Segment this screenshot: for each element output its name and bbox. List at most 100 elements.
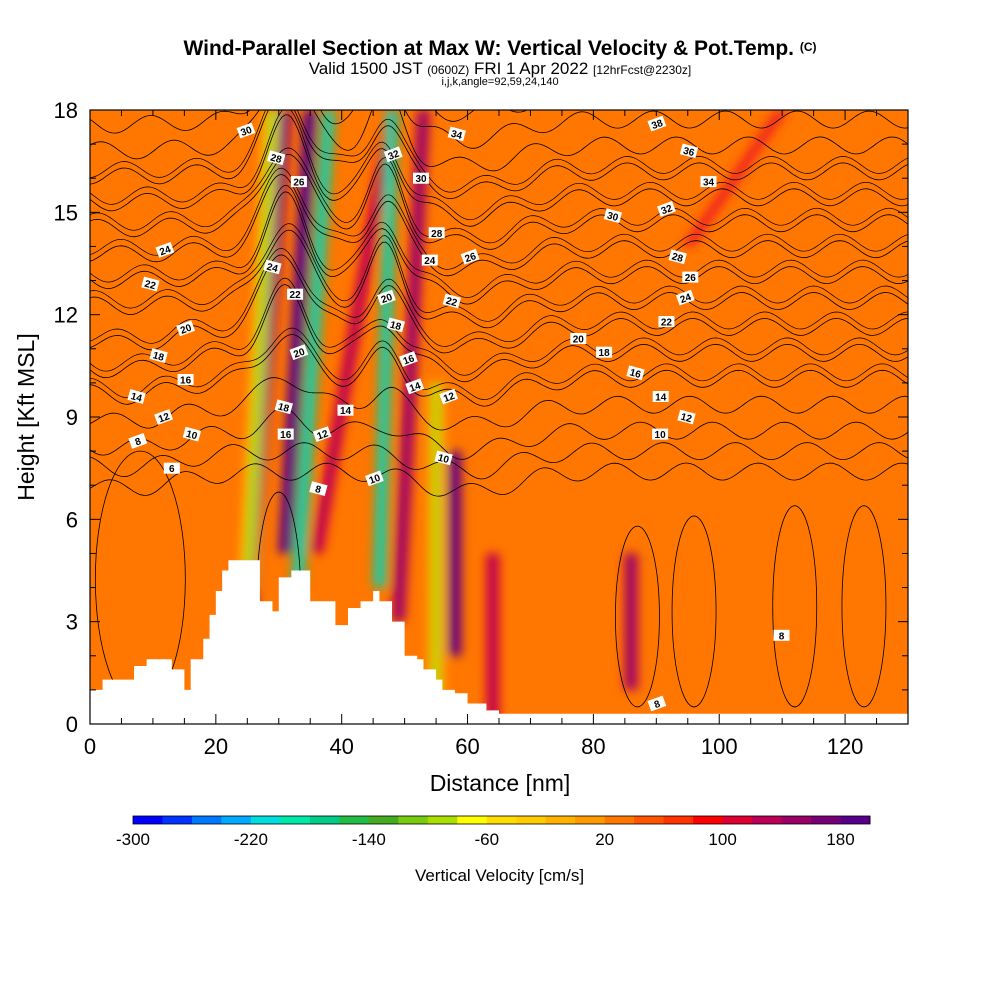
contour-label: 24 [675,289,695,306]
contour-label: 16 [277,428,294,441]
colorbar-swatch [486,816,517,824]
contour-label-bg [163,462,180,474]
theta-closed-5 [841,505,887,708]
colorbar-swatch [634,816,665,824]
contour-label-text: 28 [671,251,685,265]
theta-line-16-minor [90,277,908,376]
updraft-core-5 [490,553,496,724]
theta-line-10 [90,407,908,460]
y-tick-label: 3 [66,610,78,635]
y-axis-label: Height [Kft MSL] [13,333,39,500]
colorbar-swatch [339,816,370,824]
contour-label-text: 22 [661,318,673,329]
contour-label-bg [603,208,623,224]
colorbar-swatch [840,816,871,824]
theta-line-26 [90,153,908,250]
contour-label-text: 8 [314,484,323,496]
theta-line-20-minor [90,223,908,322]
contour-label-text: 20 [292,346,307,360]
contour-label-text: 20 [380,292,395,306]
theta-line-24-minor [90,167,908,270]
theta-line-26-minor [90,147,908,244]
contour-label: 16 [177,374,194,387]
contour-label-bg [679,143,699,159]
contour-label-bg [337,404,354,416]
colorbar-swatch [427,816,458,824]
valid-time: Valid 1500 JST [308,59,423,78]
theta-line-6 [90,462,908,497]
contour-label-bg [405,378,425,395]
valid-utc: (0600Z) [427,63,470,77]
terrain-mask [90,560,908,724]
contour-label: 8 [647,695,667,712]
contour-label-text: 20 [179,322,194,336]
downdraft-core-3 [433,382,439,724]
theta-line-8 [90,442,908,480]
contour-label-bg [421,254,438,266]
contour-label-text: 8 [779,631,785,642]
contour-label-text: 6 [169,464,175,475]
contour-label: 24 [155,241,175,258]
contour-label: 32 [383,146,403,163]
contour-label-bg [177,374,194,385]
contour-label-text: 10 [436,453,450,467]
colorbar-tick-label: -300 [116,830,150,849]
contour-label: 8 [773,629,790,642]
y-tick-label: 9 [66,405,78,430]
contour-label-text: 14 [340,406,352,417]
contour-label: 30 [603,208,623,224]
contour-label-bg [182,426,202,442]
colorbar-swatch [781,816,812,824]
y-tick-label: 18 [54,98,78,123]
contour-label-bg [677,409,696,425]
contour-label-text: 10 [655,430,667,441]
theta-line-14 [90,334,908,407]
chart-title-text: Wind-Parallel Section at Max W: Vertical… [183,37,794,60]
colorbar-swatch [575,816,606,824]
theta-line-12 [90,377,908,431]
y-tick-label: 6 [66,507,78,532]
forecast-label: [12hrFcst@2230z] [593,63,692,77]
colorbar-swatch [811,816,842,824]
title-unit: (C) [799,40,817,54]
colorbar-swatch [280,816,311,824]
x-tick-label: 80 [581,734,605,759]
x-tick-label: 40 [329,734,353,759]
contour-label: 30 [236,122,256,139]
contour-label-bg [626,365,645,381]
contour-label: 24 [421,254,438,267]
contour-label-text: 34 [450,129,464,143]
contour-label-bg [675,289,695,306]
contour-label-bg [141,276,160,292]
contour-label: 34 [700,176,717,189]
contour-label-bg [413,172,429,184]
theta-line-16 [90,284,908,383]
contour-label-text: 30 [239,125,254,139]
contour-label: 28 [428,227,445,240]
contour-label-bg [657,200,676,217]
updraft-core-2 [314,110,395,554]
contour-label-text: 34 [703,178,715,189]
contour-label: 6 [163,462,180,475]
contour-label: 14 [405,378,425,395]
contour-label-text: 24 [158,244,173,258]
contour-label-text: 10 [368,473,383,487]
contour-label: 32 [657,200,676,217]
contour-label-bg [442,293,461,309]
contour-label-bg [274,399,293,415]
contour-label-text: 16 [180,376,192,387]
downdraft-core-2 [244,110,275,588]
chart-subtitle: Valid 1500 JST (0600Z) FRI 1 Apr 2022 [1… [0,59,1000,79]
theta-line-20 [90,229,908,329]
contour-label: 20 [570,333,587,346]
contour-label-text: 36 [682,146,696,160]
colorbar: -300 -220 -140 -60 20 100 180 Vertical Velocity… [116,815,871,885]
updraft-core-7 [685,110,785,247]
contour-label-text: 26 [293,178,305,189]
updraft-core-3 [395,110,426,622]
contour-label-bg [596,346,613,358]
theta-line-32 [90,110,908,172]
contour-label-text: 22 [445,296,459,310]
theta-line-18 [90,254,908,354]
